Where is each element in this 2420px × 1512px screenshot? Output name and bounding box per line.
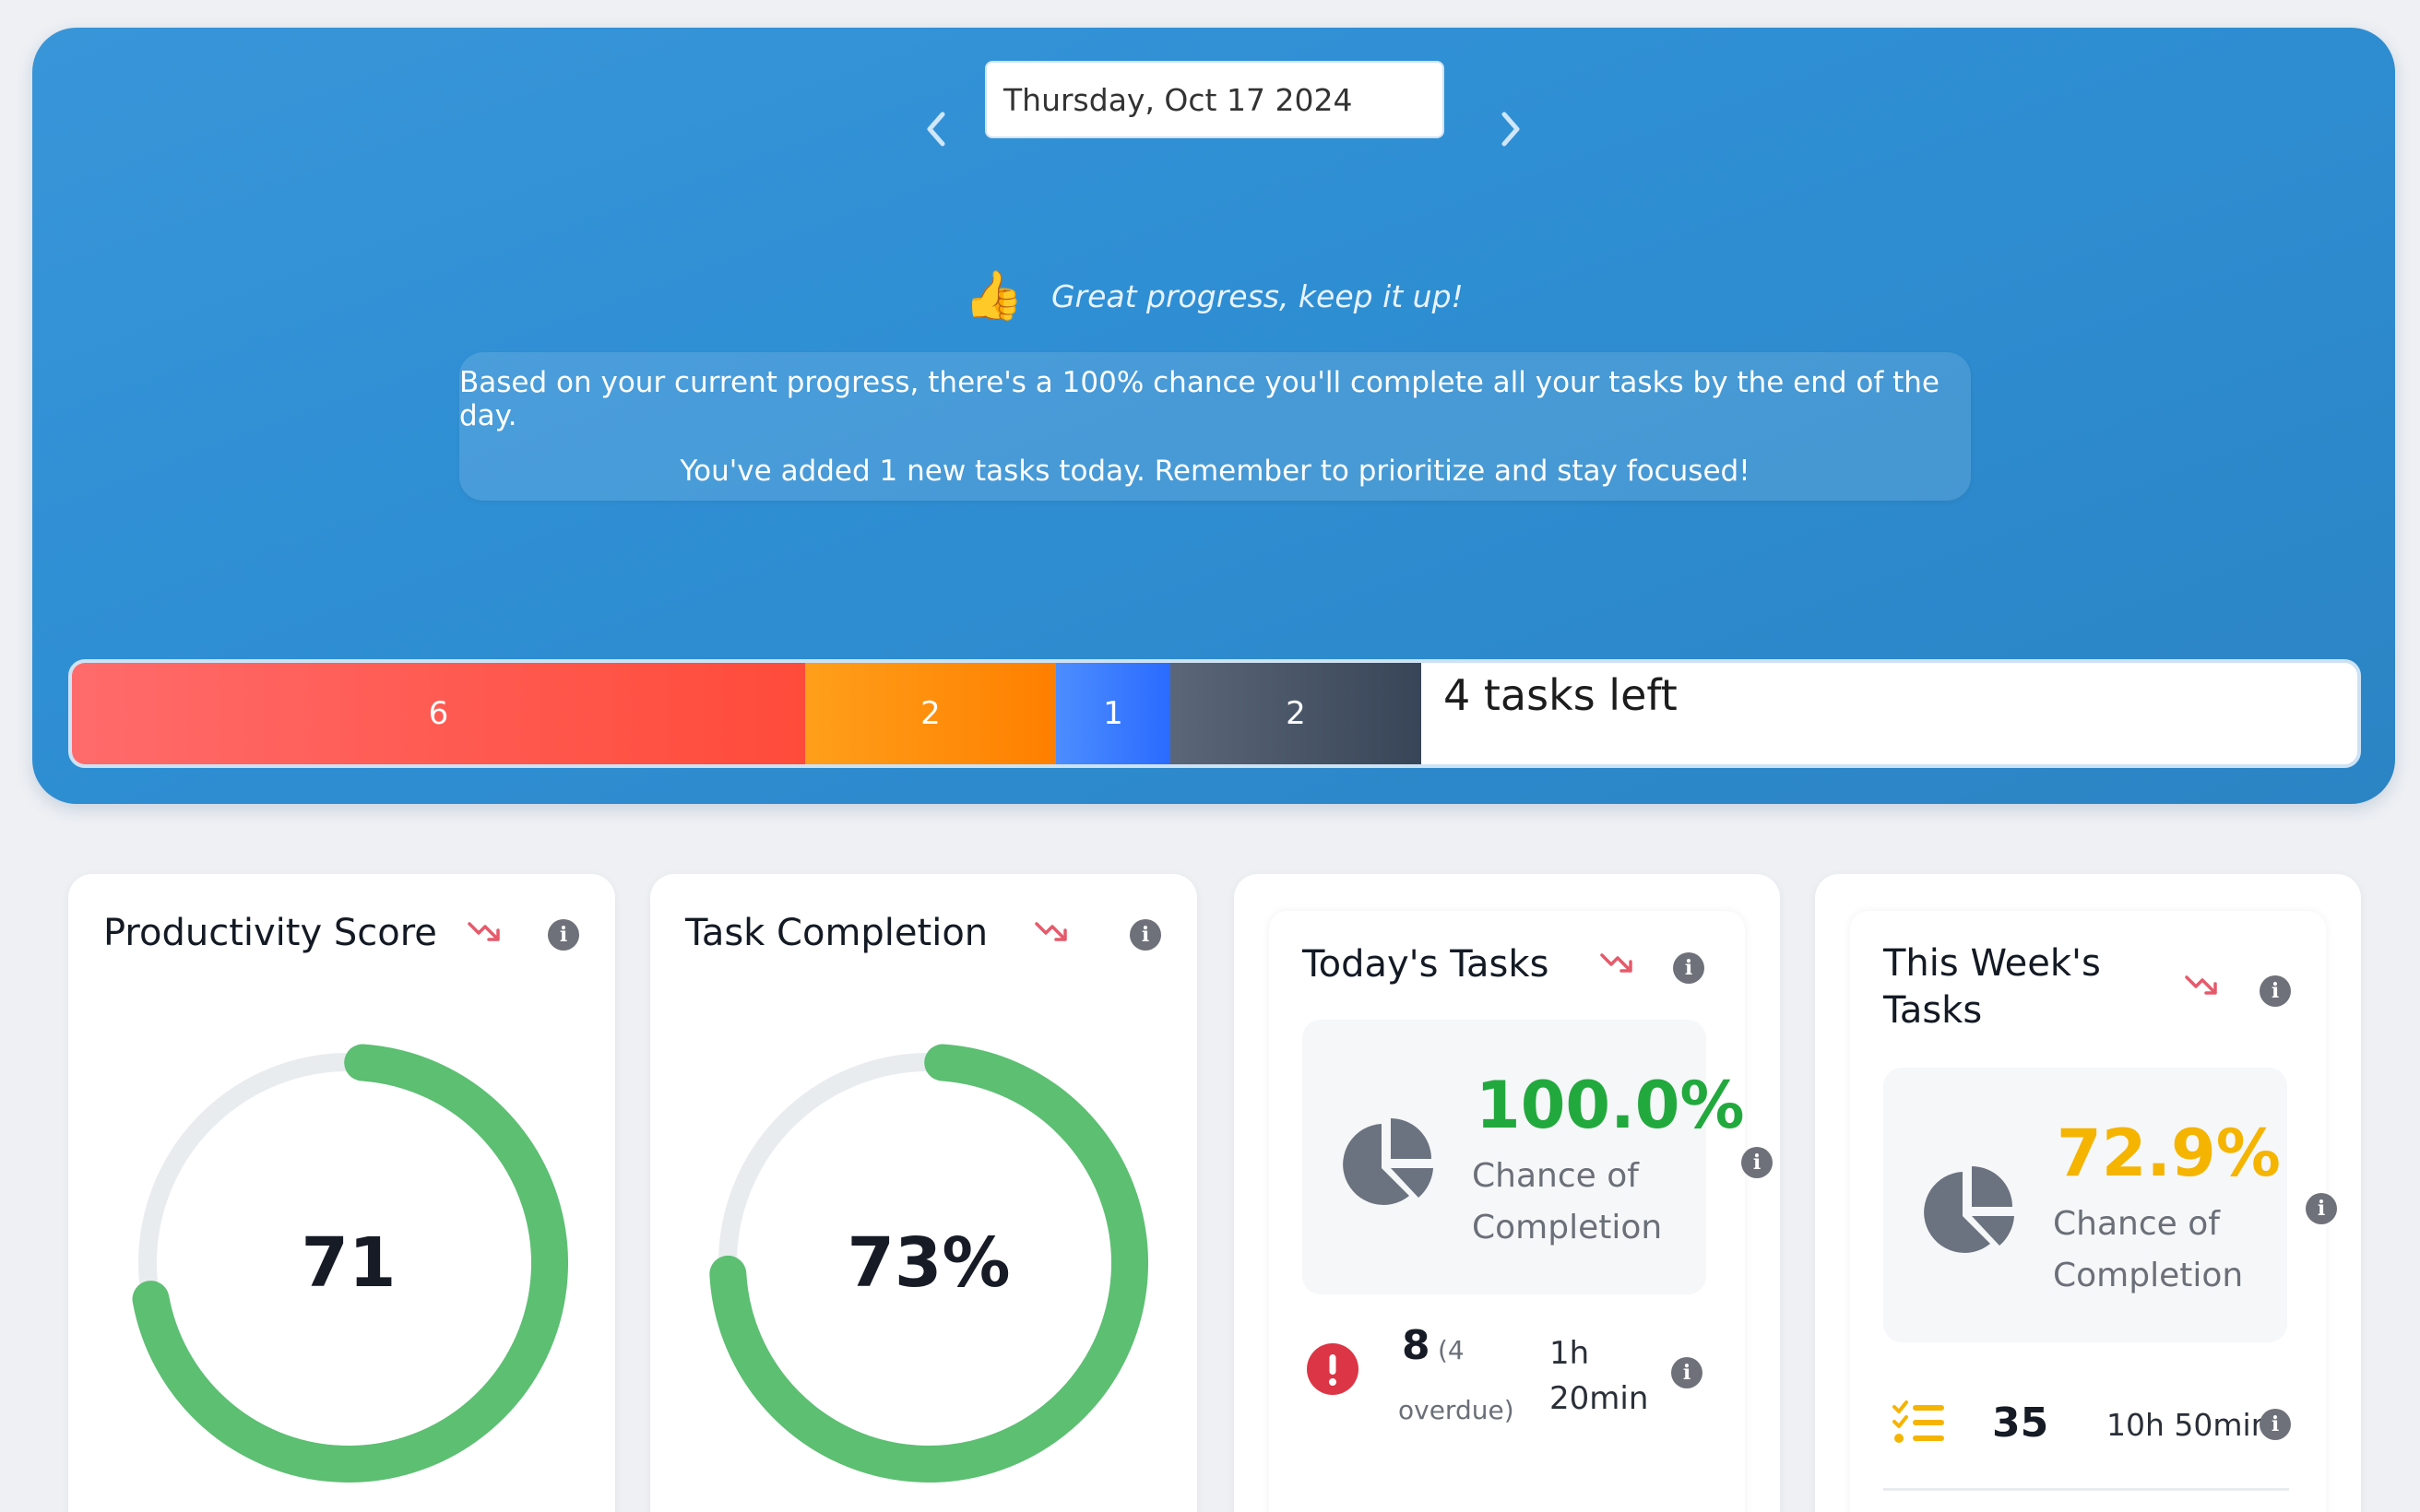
date-value: Thursday, Oct 17 2024 [1003, 81, 1353, 118]
segment-count: 1 [1103, 695, 1123, 732]
productivity-gauge: 71 [129, 1044, 568, 1482]
segment-overdue[interactable]: 6 [72, 663, 805, 764]
info-icon[interactable]: i [1130, 919, 1161, 951]
chance-value: 100.0% [1476, 1068, 1745, 1143]
time-minutes: 20min [1549, 1380, 1649, 1418]
info-icon[interactable]: i [1741, 1147, 1773, 1178]
ring-chart [709, 1044, 1148, 1482]
card-title: Today's Tasks [1302, 943, 1549, 986]
today-time-estimate: 1h 20min [1549, 1331, 1648, 1423]
card-title: This Week's Tasks [1883, 940, 2101, 1034]
task-progress-bar: 6 2 1 2 4 tasks left [68, 659, 2361, 768]
pie-chart-icon [1924, 1166, 2014, 1253]
completion-gauge: 73% [709, 1044, 1148, 1482]
alert-circle-icon [1307, 1343, 1358, 1395]
motivation: 👍 Great progress, keep it up! [32, 272, 2395, 320]
chance-of-completion: 100.0% Chance of Completion [1302, 1020, 1745, 1294]
card-title: Productivity Score [103, 912, 437, 954]
week-time-estimate: 10h 50min [2106, 1407, 2271, 1443]
date-input[interactable]: Thursday, Oct 17 2024 [985, 61, 1444, 138]
chance-label-line-1: Chance of [2053, 1205, 2220, 1243]
ring-chart [129, 1044, 568, 1482]
todays-tasks-inner: Today's Tasks i 100.0% Chance of Complet… [1269, 911, 1773, 1512]
trending-down-icon [1600, 953, 1632, 973]
trending-down-icon [1035, 922, 1067, 941]
chance-of-completion: 72.9% Chance of Completion [1883, 1068, 2287, 1342]
chance-label: Chance of Completion [2053, 1199, 2243, 1302]
task-list-icon [1892, 1400, 1944, 1443]
segment-medium[interactable]: 1 [1056, 663, 1170, 764]
divider [1883, 1488, 2289, 1491]
info-icon[interactable]: i [2260, 1409, 2291, 1440]
card-title: Task Completion [685, 912, 989, 954]
week-tasks-inner: This Week's Tasks i 72.9% Chance of Comp… [1850, 911, 2337, 1512]
today-task-count: 8 [1402, 1322, 1430, 1369]
trending-down-icon [468, 922, 500, 941]
chance-label-line-1: Chance of [1472, 1157, 1639, 1195]
task-completion-card: Task Completion i 73% [650, 874, 1197, 1512]
overdue-label: overdue) [1398, 1395, 1514, 1425]
info-icon[interactable]: i [2260, 975, 2291, 1007]
pie-chart-icon [1343, 1118, 1433, 1205]
tasks-left-label: 4 tasks left [1421, 663, 2357, 764]
segment-low[interactable]: 2 [1170, 663, 1421, 764]
info-icon[interactable]: i [2306, 1193, 2337, 1224]
chance-label-line-2: Completion [2053, 1256, 2244, 1294]
chance-label-line-2: Completion [1472, 1208, 1663, 1246]
message-line-2: You've added 1 new tasks today. Remember… [680, 454, 1750, 488]
segment-count: 6 [428, 695, 449, 732]
info-icon[interactable]: i [1673, 952, 1704, 984]
week-tasks-card: This Week's Tasks i 72.9% Chance of Comp… [1815, 874, 2361, 1512]
trending-down-icon [2185, 975, 2217, 995]
motivation-text: Great progress, keep it up! [1050, 278, 1464, 314]
todays-tasks-card: Today's Tasks i 100.0% Chance of Complet… [1234, 874, 1780, 1512]
productivity-value: 71 [301, 1223, 397, 1303]
chevron-right-icon [1501, 112, 1520, 147]
summary-banner: Thursday, Oct 17 2024 👍 Great progress, … [32, 28, 2395, 804]
chevron-left-icon [927, 112, 945, 147]
thumbs-up-icon: 👍 [964, 268, 1024, 324]
segment-count: 2 [1286, 695, 1306, 732]
message-line-1: Based on your current progress, there's … [459, 365, 1940, 432]
card-title-line-2: Tasks [1883, 989, 1983, 1033]
prev-day-button[interactable] [916, 103, 956, 155]
chance-label: Chance of Completion [1472, 1151, 1662, 1254]
info-icon[interactable]: i [548, 919, 579, 951]
productivity-score-card: Productivity Score i 71 [68, 874, 615, 1512]
info-icon[interactable]: i [1671, 1357, 1702, 1388]
overdue-count: (4 [1438, 1335, 1465, 1365]
card-title-line-1: This Week's [1883, 942, 2101, 985]
tasks-left-text: 4 tasks left [1443, 670, 1678, 720]
segment-count: 2 [920, 695, 941, 732]
completion-value: 73% [847, 1223, 1011, 1303]
chance-value: 72.9% [2057, 1116, 2281, 1191]
next-day-button[interactable] [1490, 103, 1531, 155]
time-hours: 1h [1549, 1335, 1590, 1372]
week-task-count: 35 [1992, 1400, 2049, 1447]
progress-message: Based on your current progress, there's … [459, 352, 1971, 501]
segment-high[interactable]: 2 [805, 663, 1056, 764]
